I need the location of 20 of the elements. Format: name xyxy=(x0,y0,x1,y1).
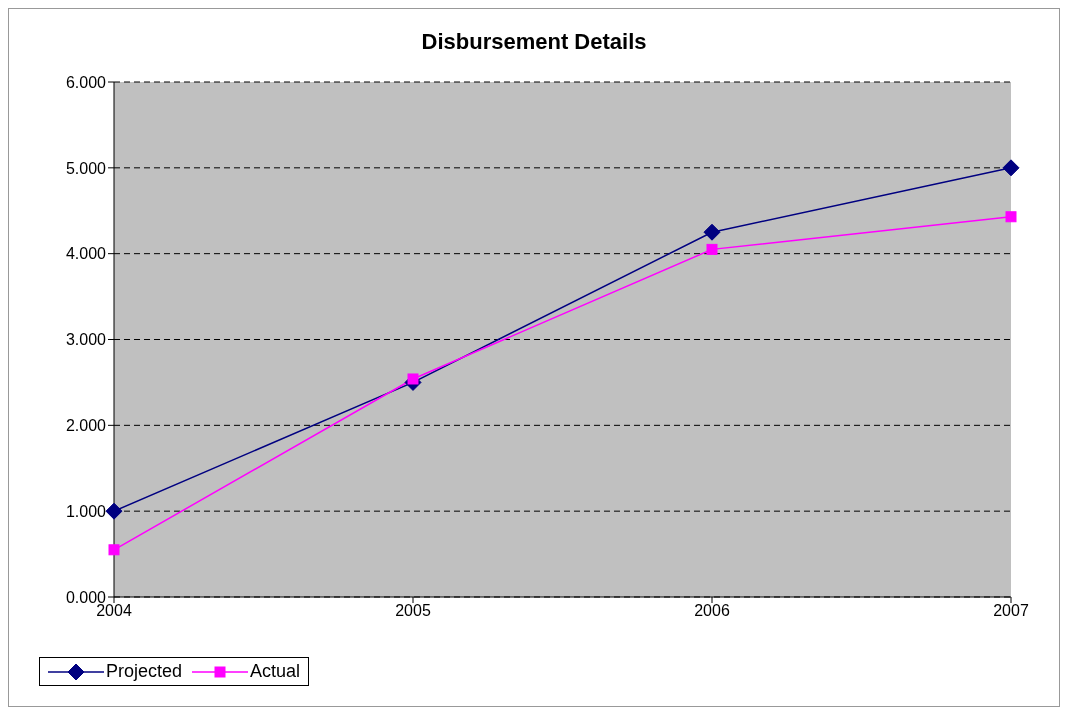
y-tick-label: 5.000 xyxy=(65,159,107,177)
x-tick-label: 2004 xyxy=(96,602,132,620)
legend-label: Projected xyxy=(106,661,183,682)
point xyxy=(105,502,123,520)
legend-label: Actual xyxy=(250,661,301,682)
y-tick-label: 2.000 xyxy=(65,417,107,435)
point xyxy=(108,544,120,556)
point xyxy=(703,223,721,241)
y-tick-label: 6.000 xyxy=(65,73,107,91)
x-tick-label: 2005 xyxy=(395,602,431,620)
y-tick-label: 3.000 xyxy=(65,331,107,349)
point xyxy=(1005,211,1017,223)
x-tick-label: 2007 xyxy=(993,602,1029,620)
chart-title: Disbursement Details xyxy=(420,29,648,55)
point xyxy=(407,373,419,385)
point xyxy=(1002,159,1020,177)
x-tick-label: 2006 xyxy=(694,602,730,620)
y-tick-label: 4.000 xyxy=(65,245,107,263)
point xyxy=(706,243,718,255)
y-tick-label: 1.000 xyxy=(65,502,107,520)
